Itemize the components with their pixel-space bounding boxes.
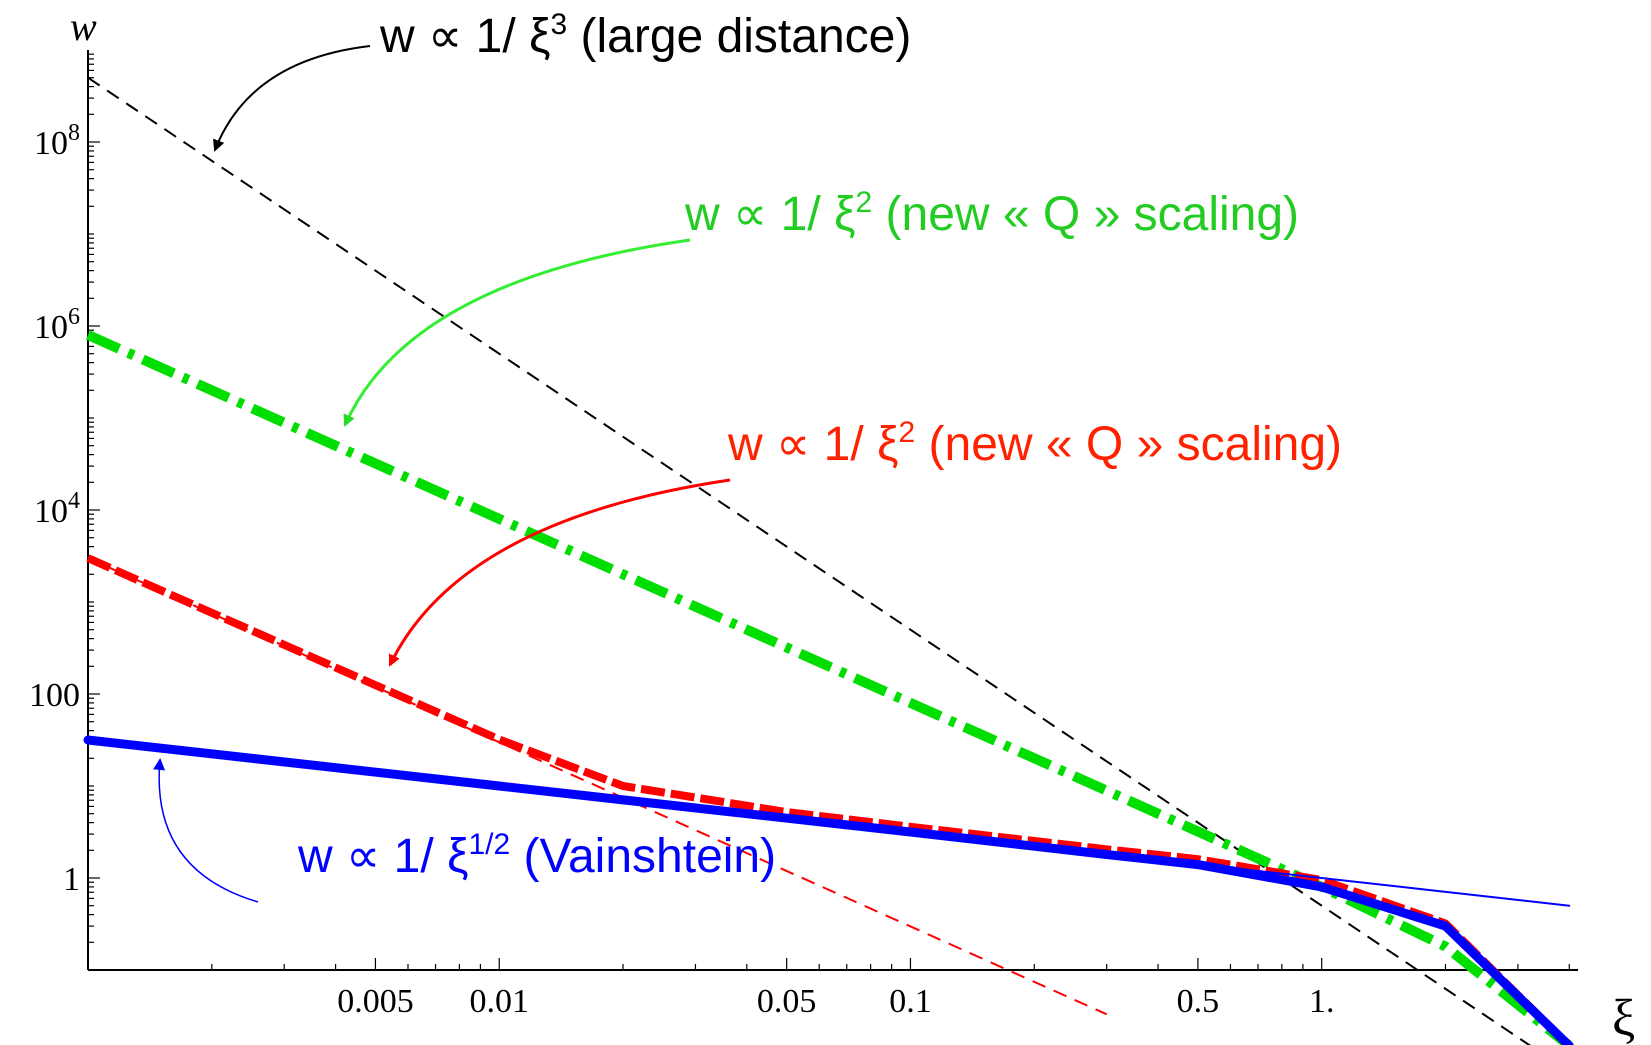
x-tick-label: 0.01 [469,983,529,1020]
series-line-1 [85,330,1573,1045]
x-tick-label: 1. [1309,983,1335,1020]
annotation-green: w ∝ 1/ ξ2 (new « Q » scaling) [684,186,1299,241]
annotation-blue: w ∝ 1/ ξ1/2 (Vainshtein) [297,828,776,883]
y-tick-label: 108 [34,120,80,162]
arrow-blue [153,758,259,903]
x-axis-label: ξ [1612,990,1635,1045]
axis-labels: w ξ [70,4,1635,1045]
y-tick-group: 1 100 104 106 108 [29,53,100,971]
series-line-3 [86,554,1573,1045]
y-tick-label: 104 [34,488,80,530]
arrow-red [388,478,731,667]
arrow-green [343,238,691,427]
y-tick-label: 1 [63,861,80,898]
y-tick-label: 106 [34,304,80,346]
x-tick-label: 0.1 [889,983,932,1020]
x-tick-label: 0.05 [757,983,817,1020]
arrow-black [213,45,371,152]
x-tick-label: 0.5 [1177,983,1220,1020]
annotation-layer: w ∝ 1/ ξ3 (large distance) w ∝ 1/ ξ2 (new… [297,8,1342,883]
series-line-0 [87,76,1532,1045]
annotation-red: w ∝ 1/ ξ2 (new « Q » scaling) [727,416,1342,471]
series-line-5 [83,735,1574,1045]
series-layer [83,76,1574,1045]
annotation-arrows [153,45,731,903]
y-axis-label: w [70,4,97,49]
x-tick-label: 0.005 [337,983,414,1020]
y-tick-label: 100 [29,677,80,714]
annotation-black: w ∝ 1/ ξ3 (large distance) [379,8,911,63]
x-tick-group: 0.005 0.01 0.05 0.1 0.5 1. [87,958,1570,1020]
